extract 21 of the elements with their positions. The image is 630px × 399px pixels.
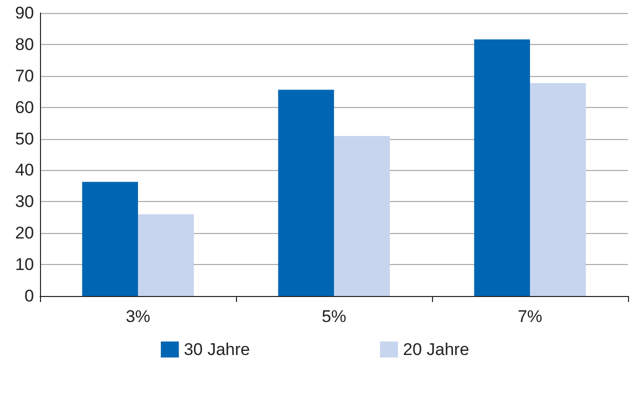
legend-label: 30 Jahre xyxy=(184,340,250,359)
legend-label: 20 Jahre xyxy=(403,340,470,359)
y-tick-label: 0 xyxy=(24,286,34,306)
y-tick-label: 80 xyxy=(15,34,34,54)
x-tick-label: 7% xyxy=(518,307,542,326)
bar xyxy=(474,39,530,296)
bar xyxy=(530,83,586,296)
bar xyxy=(278,90,334,296)
y-tick-label: 70 xyxy=(15,66,34,86)
y-tick-label: 30 xyxy=(15,192,34,212)
y-tick-label: 60 xyxy=(15,98,34,117)
bar xyxy=(82,182,138,296)
bar xyxy=(138,214,194,296)
bar xyxy=(334,136,390,296)
y-tick-label: 90 xyxy=(15,4,34,22)
y-tick-label: 50 xyxy=(15,129,34,148)
x-tick-label: 5% xyxy=(322,307,346,326)
y-tick-label: 40 xyxy=(15,160,34,180)
x-tick-label: 3% xyxy=(126,307,150,326)
y-tick-label: 20 xyxy=(15,224,34,243)
y-tick-label: 10 xyxy=(15,255,34,274)
